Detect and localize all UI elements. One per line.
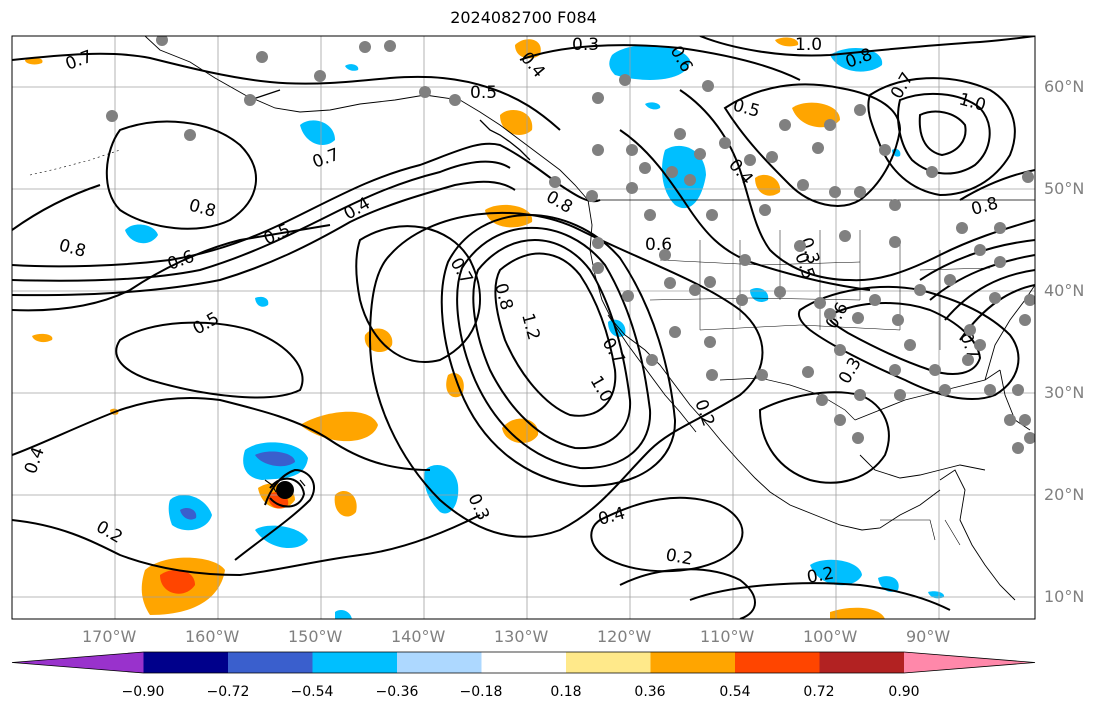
contour-label: 1.0 [957, 90, 988, 116]
lon-label: 100°W [803, 627, 858, 646]
contour-label: 0.8 [969, 194, 1000, 220]
colorbar-segment [566, 652, 651, 673]
colorbar-tick: 0.90 [888, 684, 920, 700]
lat-label: 50°N [1044, 179, 1085, 198]
colorbar-tick: 0.36 [634, 684, 666, 700]
colorbar-tick: −0.54 [290, 684, 334, 700]
contour-label: 0.4 [596, 504, 627, 530]
contour-label: 0.4 [341, 193, 374, 224]
colorbar-tick: −0.90 [121, 684, 165, 700]
contour-label: 0.8 [490, 281, 516, 312]
colorbar-extension-low [12, 652, 144, 673]
lon-label: 130°W [494, 627, 549, 646]
contour-label: 0.5 [731, 96, 762, 122]
colorbar-tick: 0.54 [719, 684, 751, 700]
lat-label: 30°N [1044, 383, 1085, 402]
colorbar-segment [481, 652, 567, 673]
lon-label: 140°W [391, 627, 446, 646]
contour-label: 0.7 [310, 145, 342, 173]
lon-label: 170°W [82, 627, 137, 646]
gridlines [12, 36, 1035, 619]
lon-label: 120°W [597, 627, 652, 646]
observation-dots [106, 36, 1035, 454]
colorbar-tick: −0.72 [206, 684, 250, 700]
lat-label: 20°N [1044, 485, 1085, 504]
lat-label: 10°N [1044, 587, 1085, 606]
contour-label: 0.5 [470, 83, 497, 103]
colorbar-extension-high [904, 652, 1035, 673]
colorbar [11, 651, 1036, 674]
lat-label: 60°N [1044, 77, 1085, 96]
storm-marker [276, 481, 294, 499]
contour-label: 1.2 [517, 311, 543, 342]
colorbar-tick: −0.18 [459, 684, 503, 700]
map-frame [11, 35, 1036, 620]
colorbar-tick: −0.36 [375, 684, 419, 700]
colorbar-segment [735, 652, 820, 673]
contour-label: 0.2 [664, 545, 694, 569]
colorbar-segment [143, 652, 229, 673]
colorbar-segment [819, 652, 905, 673]
contour-label: 0.3 [463, 491, 493, 524]
lon-label: 150°W [288, 627, 343, 646]
contour-label: 0.8 [187, 196, 218, 222]
colorbar-segment [228, 652, 313, 673]
map-title: 2024082700 F084 [450, 8, 597, 27]
contour-label: 0.3 [572, 35, 599, 55]
lon-label: 160°W [185, 627, 240, 646]
contour-lines [12, 36, 1035, 619]
contour-label: 0.7 [63, 47, 95, 75]
colorbar-segment [650, 652, 736, 673]
lat-label: 40°N [1044, 281, 1085, 300]
contour-label: 0.7 [887, 69, 918, 102]
contour-label: 1.0 [586, 373, 617, 406]
colorbar-tick: 0.18 [550, 684, 582, 700]
contour-label: 0.2 [805, 564, 835, 588]
contour-label: 1.0 [795, 35, 822, 55]
lon-label: 110°W [700, 627, 755, 646]
lon-label: 90°W [906, 627, 951, 646]
colorbar-outline [11, 651, 1036, 674]
colorbar-segment [312, 652, 398, 673]
contour-label: 0.2 [690, 397, 718, 429]
contour-label: 0.8 [57, 236, 88, 262]
colorbar-tick: 0.72 [803, 684, 835, 700]
colorbar-segment [397, 652, 482, 673]
